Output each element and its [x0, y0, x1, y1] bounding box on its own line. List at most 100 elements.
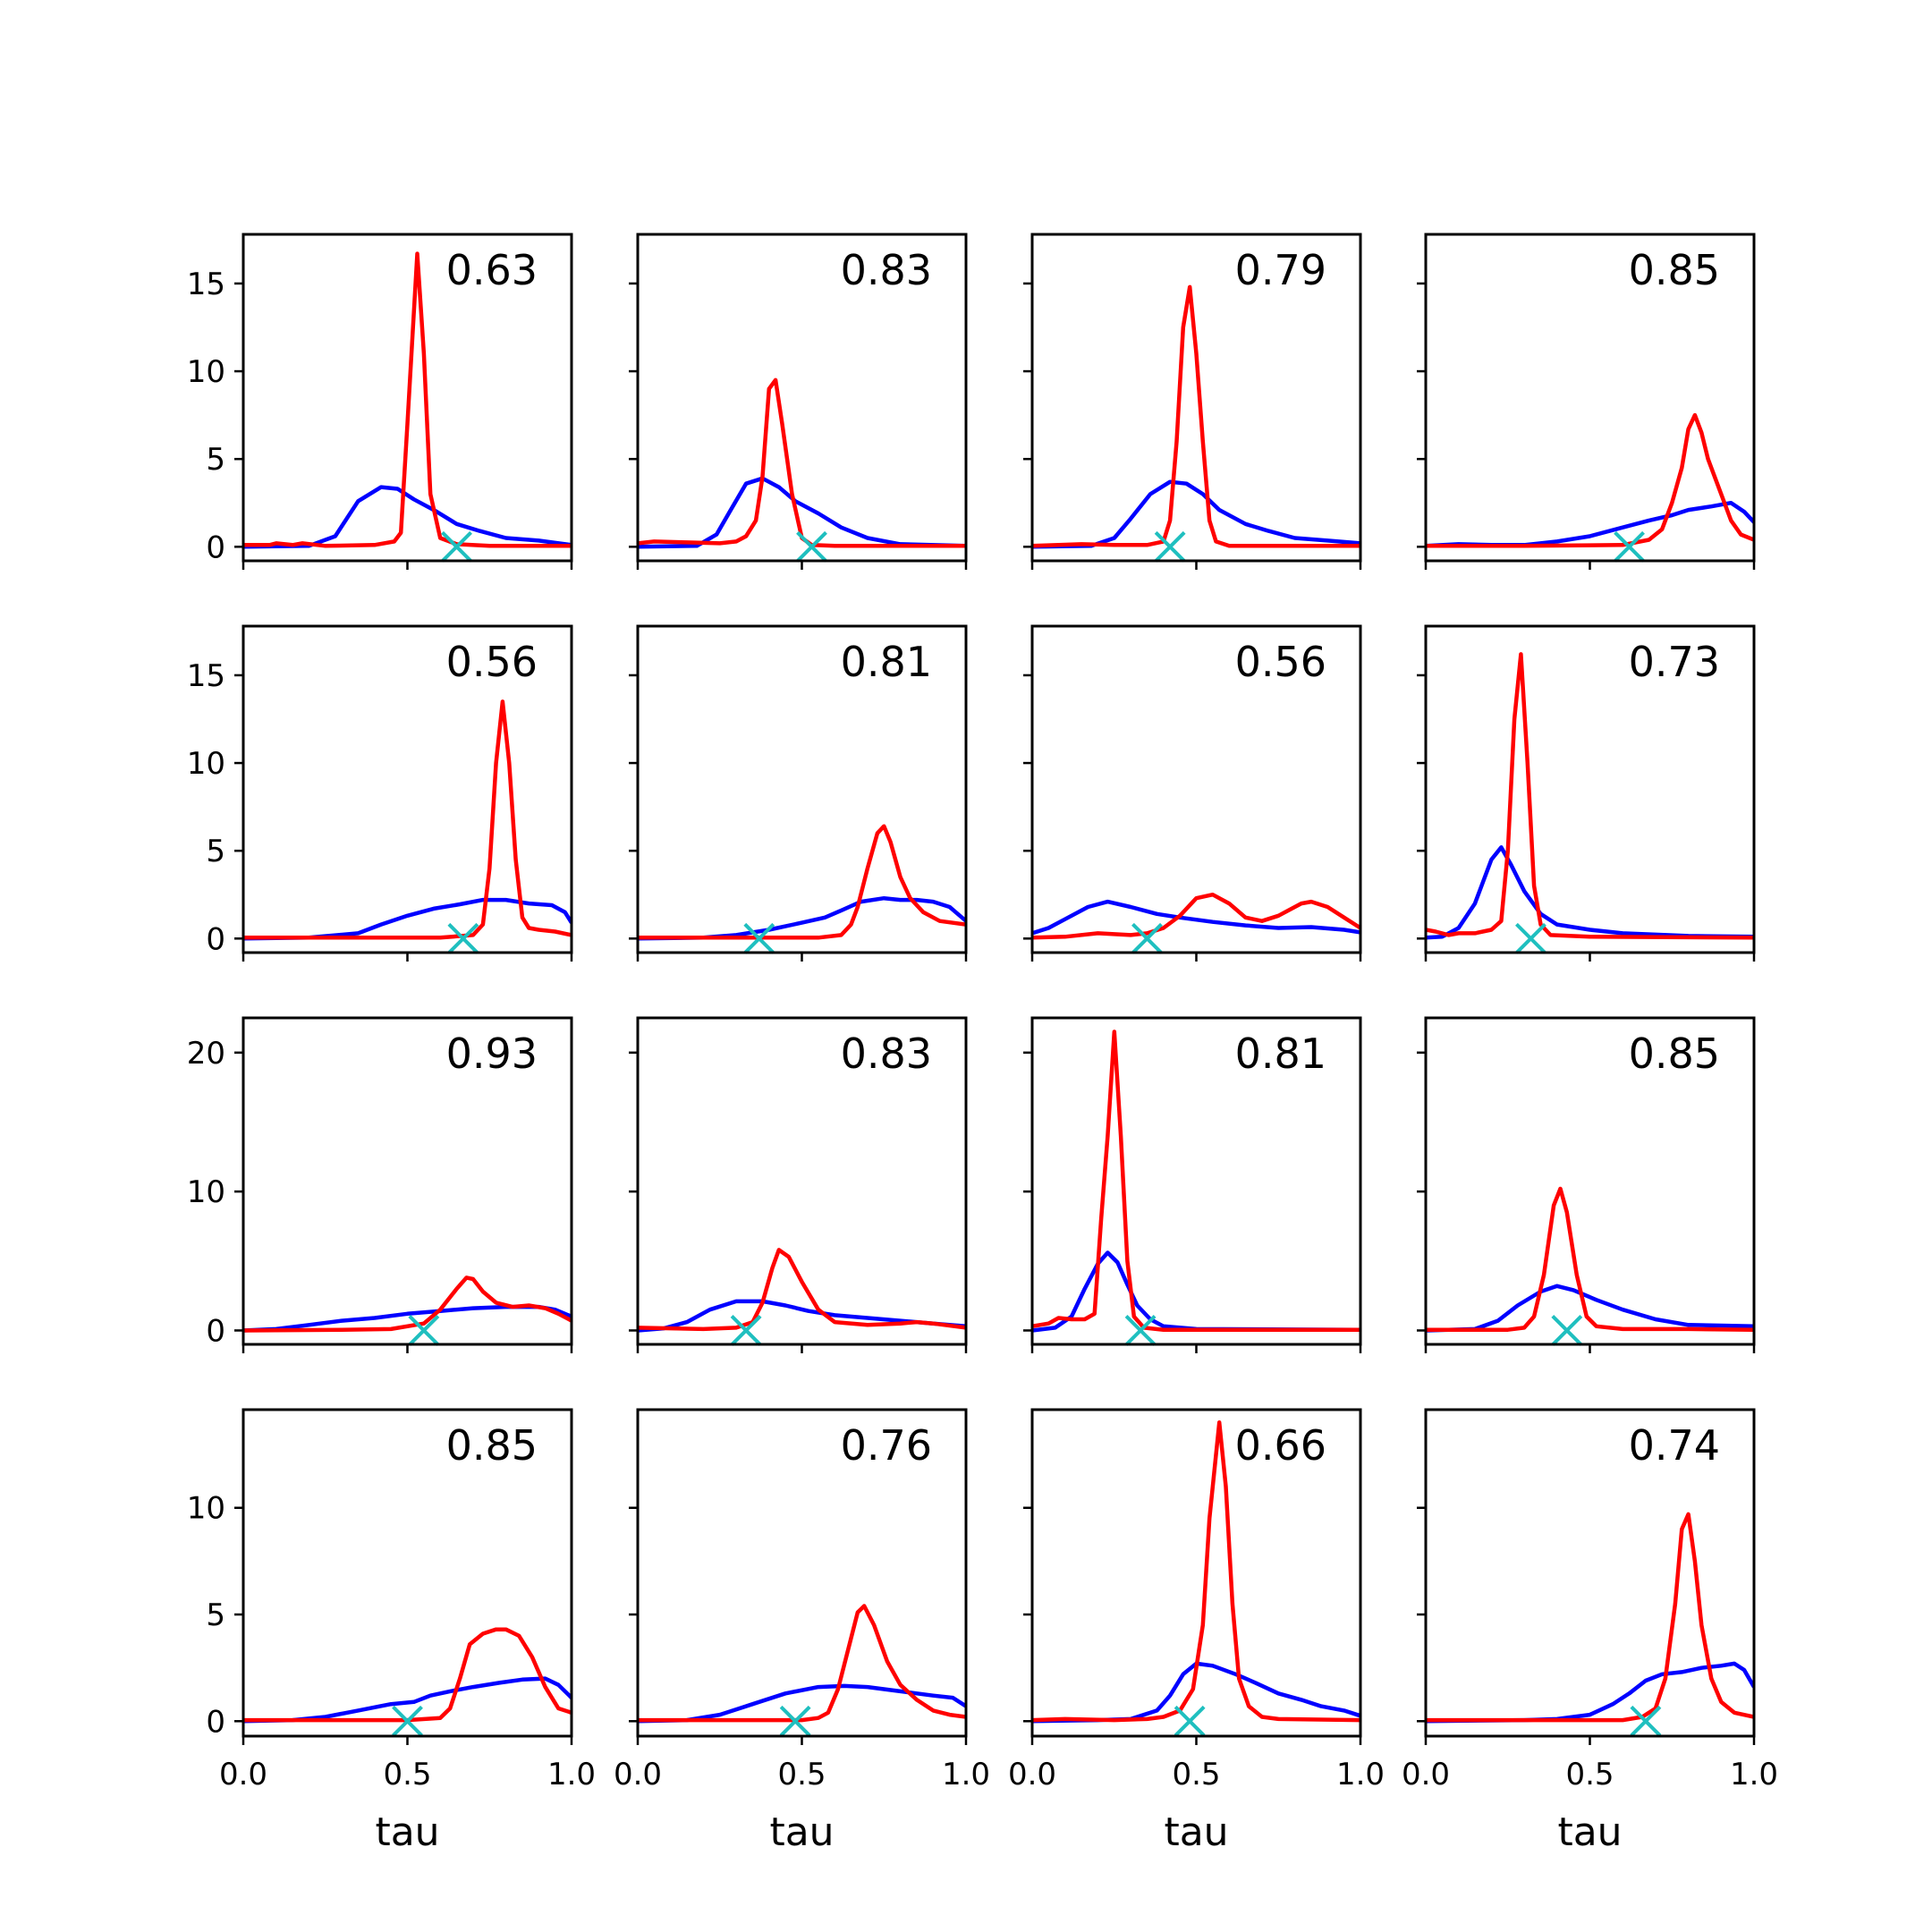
x-tick-label: 0.0: [219, 1757, 267, 1792]
series-blue: [243, 485, 572, 549]
series-blue: [1032, 1250, 1360, 1333]
panel-annotation: 0.85: [1629, 1030, 1720, 1078]
panel-frame: [1424, 1408, 1756, 1738]
panel-7: 0.56: [1023, 624, 1362, 962]
panel-10: 0.83: [629, 1016, 968, 1353]
y-tick-label: 10: [187, 746, 225, 782]
series-blue: [1032, 899, 1360, 936]
x-marker: [408, 1315, 440, 1346]
panel-11: 0.81: [1023, 1016, 1362, 1353]
series-red: [1426, 652, 1754, 940]
x-tick-label: 1.0: [942, 1757, 990, 1792]
panel-annotation: 0.56: [1235, 638, 1326, 686]
y-tick-label: 10: [187, 1491, 225, 1527]
panel-annotation: 0.81: [841, 638, 932, 686]
panel-annotation: 0.81: [1235, 1030, 1326, 1078]
panel-annotation: 0.85: [446, 1421, 538, 1470]
y-tick-label: 15: [187, 267, 225, 302]
series-red: [638, 1604, 966, 1723]
panel-15: 0.0 0.5 1.0 0.66 tau: [1008, 1408, 1385, 1855]
x-marker: [441, 530, 472, 563]
x-marker: [1174, 1705, 1206, 1737]
panel-frame: [636, 233, 968, 563]
series-red: [1426, 412, 1754, 548]
y-tick-label: 0: [206, 530, 225, 565]
panel-annotation: 0.79: [1235, 246, 1326, 294]
panel-frame: [1424, 233, 1756, 563]
panel-frame: [242, 233, 573, 563]
panel-frame: [636, 1408, 968, 1738]
x-tick-label: 1.0: [1336, 1757, 1385, 1792]
series-red: [243, 251, 572, 548]
y-tick-label: 5: [206, 442, 225, 478]
x-marker: [392, 1705, 423, 1737]
series-red: [243, 1275, 572, 1333]
x-tick-label: 0.0: [1008, 1757, 1056, 1792]
x-marker: [1154, 530, 1186, 563]
series-blue: [638, 476, 966, 549]
panel-annotation: 0.85: [1629, 246, 1720, 294]
series-blue: [1426, 845, 1754, 940]
panel-frame: [242, 1408, 573, 1738]
series-blue: [1426, 1284, 1754, 1333]
series-red: [638, 1248, 966, 1332]
x-tick-label: 0.0: [1402, 1757, 1450, 1792]
x-tick-label: 0.0: [614, 1757, 662, 1792]
y-tick-label: 0: [206, 921, 225, 957]
panel-frame: [1030, 233, 1362, 563]
panel-frame: [242, 1016, 573, 1346]
x-marker: [730, 1315, 762, 1346]
x-tick-label: 1.0: [1730, 1757, 1778, 1792]
x-marker: [1630, 1705, 1662, 1737]
y-tick-label: 5: [206, 834, 225, 869]
panel-annotation: 0.63: [446, 246, 538, 294]
x-axis-label: tau: [1557, 1809, 1622, 1855]
x-axis-label: tau: [769, 1809, 834, 1855]
panel-frame: [1424, 624, 1756, 954]
panel-frame: [1030, 1408, 1362, 1738]
x-marker: [1124, 1315, 1157, 1346]
x-tick-label: 0.5: [383, 1757, 431, 1792]
series-red: [243, 1627, 572, 1723]
x-marker: [1551, 1315, 1583, 1346]
series-red: [1426, 1512, 1754, 1723]
x-marker: [1131, 922, 1163, 954]
x-marker: [743, 922, 775, 954]
panel-annotation: 0.66: [1235, 1421, 1326, 1470]
x-marker: [447, 922, 479, 954]
x-marker: [1614, 530, 1645, 563]
panel-frame: [636, 624, 968, 954]
series-red: [1426, 1186, 1754, 1332]
y-tick-label: 20: [187, 1036, 225, 1072]
panel-frame: [1030, 624, 1362, 954]
panel-4: 0.85: [1417, 233, 1756, 570]
series-blue: [1032, 479, 1360, 549]
series-red: [638, 377, 966, 548]
x-axis-label: tau: [375, 1809, 439, 1855]
series-red: [1032, 1420, 1360, 1723]
series-blue: [1032, 1661, 1360, 1724]
panel-9: 0 10 20 0.93: [187, 1016, 573, 1353]
panel-annotation: 0.73: [1629, 638, 1720, 686]
panel-annotation: 0.74: [1629, 1421, 1720, 1470]
series-red: [1032, 284, 1360, 548]
panel-frame: [242, 624, 573, 954]
x-axis-label: tau: [1164, 1809, 1228, 1855]
series-blue: [1426, 1661, 1754, 1724]
x-tick-label: 1.0: [547, 1757, 596, 1792]
panel-8: 0.73: [1417, 624, 1756, 962]
x-marker: [796, 530, 827, 563]
y-tick-label: 0: [206, 1704, 225, 1740]
series-red: [638, 824, 966, 940]
y-tick-label: 10: [187, 354, 225, 390]
y-tick-label: 15: [187, 658, 225, 694]
panel-14: 0.0 0.5 1.0 0.76 tau: [614, 1408, 990, 1855]
x-tick-label: 0.5: [777, 1757, 826, 1792]
y-tick-label: 5: [206, 1597, 225, 1633]
panel-frame: [1424, 1016, 1756, 1346]
panel-annotation: 0.83: [841, 246, 932, 294]
series-blue: [1426, 500, 1754, 548]
x-marker: [1515, 922, 1546, 954]
series-red: [243, 699, 572, 940]
